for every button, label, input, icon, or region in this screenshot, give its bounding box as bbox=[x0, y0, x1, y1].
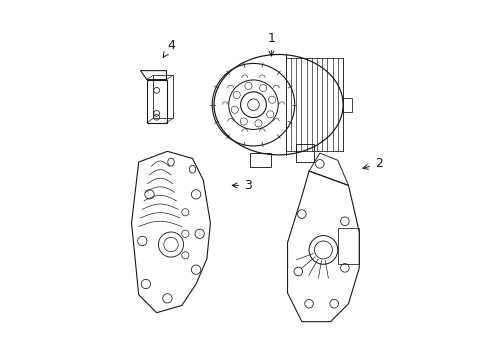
Bar bbox=[296, 144, 314, 162]
Bar bbox=[337, 228, 359, 264]
Text: 1: 1 bbox=[267, 32, 275, 56]
Bar bbox=[343, 98, 351, 112]
Text: 2: 2 bbox=[362, 157, 382, 170]
Bar bbox=[153, 75, 173, 118]
Bar bbox=[146, 80, 166, 123]
Text: 4: 4 bbox=[163, 39, 175, 57]
Bar bbox=[249, 153, 271, 167]
Text: 3: 3 bbox=[232, 179, 251, 192]
